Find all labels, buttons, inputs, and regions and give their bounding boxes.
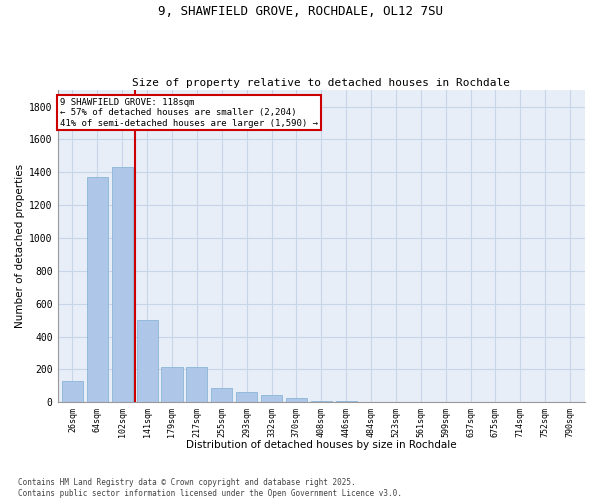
Text: 9, SHAWFIELD GROVE, ROCHDALE, OL12 7SU: 9, SHAWFIELD GROVE, ROCHDALE, OL12 7SU bbox=[157, 5, 443, 18]
Bar bbox=[137, 320, 158, 402]
Bar bbox=[236, 392, 257, 402]
Text: 9 SHAWFIELD GROVE: 118sqm
← 57% of detached houses are smaller (2,204)
41% of se: 9 SHAWFIELD GROVE: 118sqm ← 57% of detac… bbox=[60, 98, 318, 128]
Y-axis label: Number of detached properties: Number of detached properties bbox=[15, 164, 25, 328]
Bar bbox=[261, 395, 282, 402]
Bar bbox=[87, 178, 108, 402]
X-axis label: Distribution of detached houses by size in Rochdale: Distribution of detached houses by size … bbox=[186, 440, 457, 450]
Bar bbox=[311, 400, 332, 402]
Bar bbox=[62, 381, 83, 402]
Bar bbox=[112, 168, 133, 402]
Bar bbox=[286, 398, 307, 402]
Text: Contains HM Land Registry data © Crown copyright and database right 2025.
Contai: Contains HM Land Registry data © Crown c… bbox=[18, 478, 402, 498]
Bar bbox=[335, 400, 357, 402]
Bar bbox=[161, 367, 182, 402]
Bar bbox=[211, 388, 232, 402]
Bar bbox=[186, 367, 208, 402]
Title: Size of property relative to detached houses in Rochdale: Size of property relative to detached ho… bbox=[132, 78, 510, 88]
